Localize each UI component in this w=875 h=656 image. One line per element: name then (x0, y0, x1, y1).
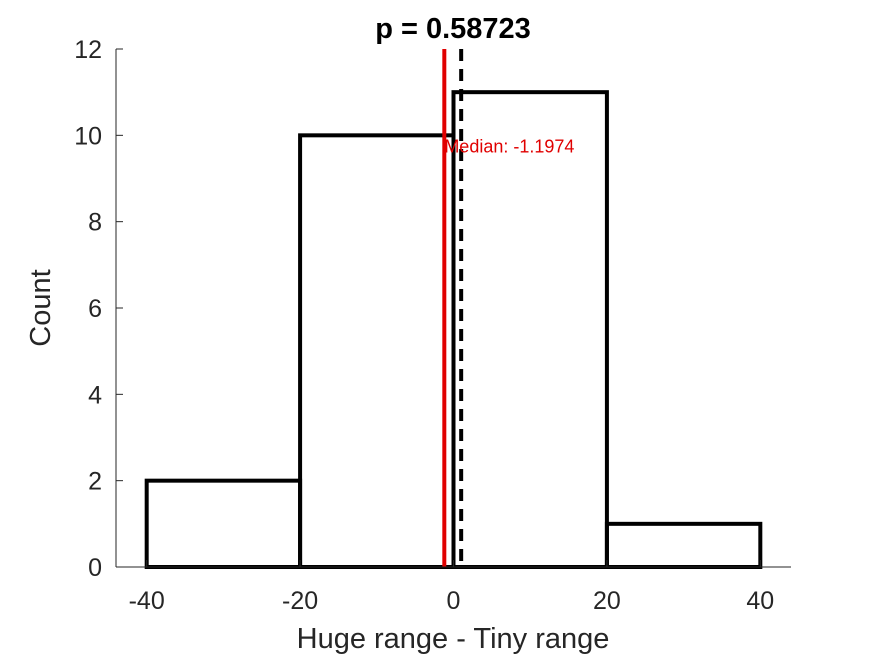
median-annotation: Median: -1.1974 (444, 137, 574, 157)
axes-group: -40 -20 0 20 40 0 2 4 6 8 10 12 (74, 36, 791, 615)
y-tick-label: 12 (74, 36, 102, 64)
histogram-bar (144, 478, 303, 569)
histogram-bar (298, 133, 456, 569)
y-tick-label: 8 (88, 209, 102, 237)
vertical-lines-group: Median: -1.1974 (442, 49, 574, 567)
histogram-bar (451, 90, 609, 570)
histogram-bar (604, 521, 763, 569)
y-tick-label: 10 (74, 122, 102, 150)
y-tick-label: 0 (88, 554, 102, 582)
y-tick-label: 6 (88, 295, 102, 323)
y-tick-label: 2 (88, 468, 102, 496)
x-tick-label: -40 (129, 587, 165, 615)
x-axis-label: Huge range - Tiny range (297, 623, 610, 655)
x-tick-label: 40 (746, 587, 774, 615)
bars-group (144, 90, 763, 570)
y-tick-label: 4 (88, 381, 102, 409)
x-tick-label: -20 (282, 587, 318, 615)
x-tick-label: 0 (447, 587, 461, 615)
x-tick-label: 20 (593, 587, 621, 615)
chart-title: p = 0.58723 (375, 13, 531, 45)
y-axis-label: Count (25, 269, 57, 346)
